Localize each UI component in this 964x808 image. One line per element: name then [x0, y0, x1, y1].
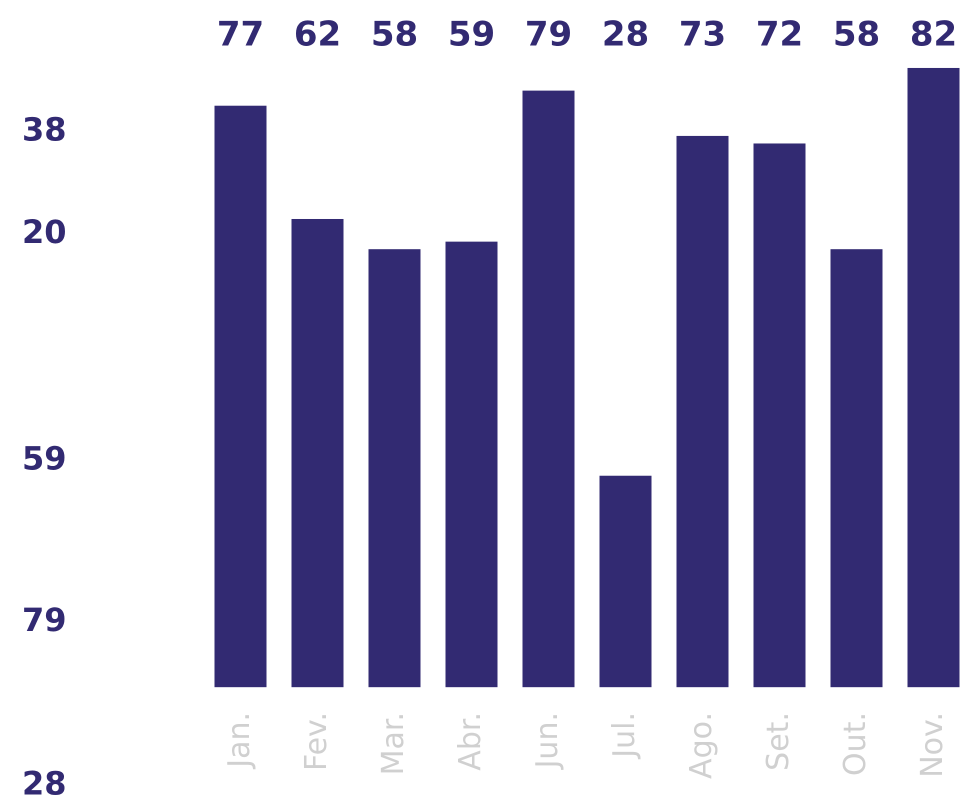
x-tick-label: Jun.	[530, 712, 565, 770]
y-tick-label: 28	[22, 764, 67, 802]
x-tick-label: Set.	[761, 712, 796, 771]
x-tick-label: Ago.	[684, 712, 719, 779]
bar	[368, 249, 421, 688]
x-tick-label: Abr.	[453, 712, 488, 771]
value-label: 62	[294, 15, 341, 55]
x-tick-label: Jul.	[607, 712, 642, 760]
value-label: 82	[910, 15, 957, 55]
value-label: 58	[371, 15, 418, 55]
bar	[830, 249, 883, 688]
bar	[445, 241, 498, 688]
bar	[753, 143, 806, 688]
value-label: 72	[756, 15, 803, 55]
y-tick-label: 59	[22, 440, 67, 478]
x-tick-label: Mar.	[376, 712, 411, 775]
value-label: 28	[602, 15, 649, 55]
x-tick-label: Nov.	[915, 712, 950, 778]
bar	[291, 218, 344, 688]
value-label: 73	[679, 15, 726, 55]
bar	[676, 135, 729, 688]
value-label: 59	[448, 15, 495, 55]
y-tick-label: 38	[22, 110, 67, 148]
x-tick-label: Out.	[838, 712, 873, 776]
bar	[599, 475, 652, 688]
x-tick-label: Fev.	[299, 712, 334, 771]
x-tick-label: Jan.	[222, 712, 257, 770]
bar	[907, 67, 960, 688]
bar	[522, 90, 575, 688]
y-tick-label: 20	[22, 213, 67, 251]
bar	[214, 105, 267, 688]
value-label: 77	[217, 15, 264, 55]
value-label: 79	[525, 15, 572, 55]
value-label: 58	[833, 15, 880, 55]
y-tick-label: 79	[22, 601, 67, 639]
